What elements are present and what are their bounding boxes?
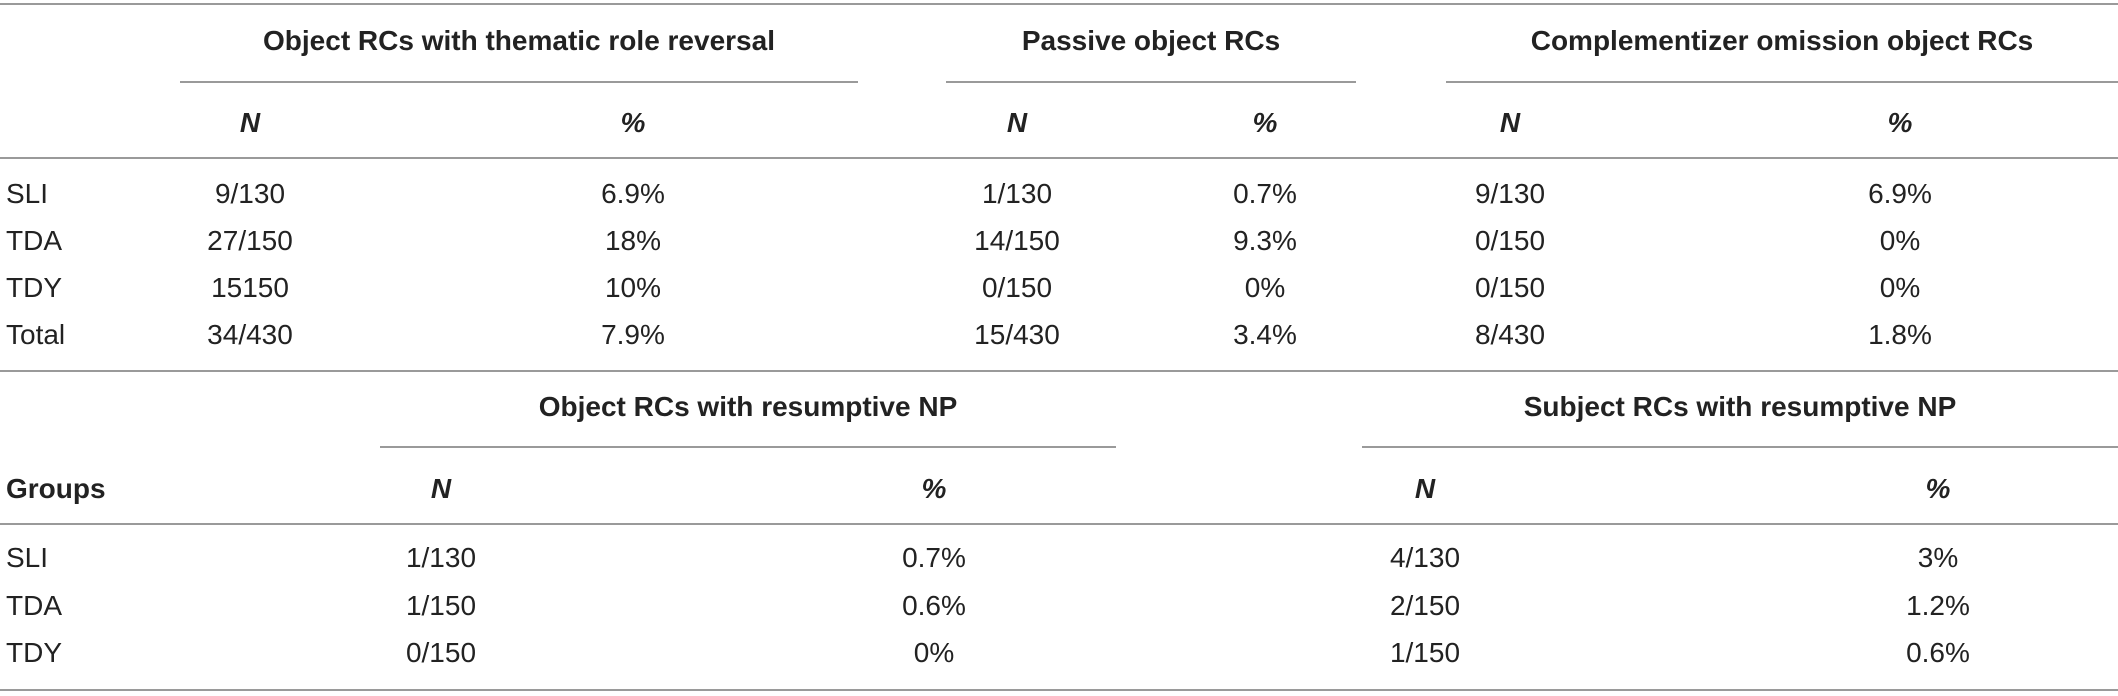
row-label: TDA	[6, 590, 62, 621]
table-cell: 9/130	[1474, 178, 1546, 209]
table-2-header-rule	[0, 523, 2118, 525]
col-header-n: N	[239, 107, 261, 138]
table-cell: 9/130	[214, 178, 286, 209]
table-cell: 0%	[1244, 272, 1286, 303]
row-label: Total	[6, 319, 66, 350]
table-cell: 0/150	[1474, 272, 1546, 303]
row-label: SLI	[6, 542, 49, 573]
table-cell: 2/150	[1389, 590, 1461, 621]
table-cell: 6.9%	[1868, 178, 1932, 209]
table-cell: 1/130	[981, 178, 1053, 209]
table-cell: 27/150	[207, 225, 293, 256]
col-header-pct: %	[1925, 473, 1951, 504]
table-cell: 0/150	[405, 637, 477, 668]
table-cell: 0%	[913, 637, 955, 668]
table-cell: 18%	[604, 225, 662, 256]
table-cell: 0%	[1879, 225, 1921, 256]
table-cell: 0.6%	[902, 590, 966, 621]
table-cell: 10%	[604, 272, 662, 303]
group-underline-2	[946, 81, 1356, 83]
table-cell: 15/430	[974, 319, 1060, 350]
table-cell: 0.7%	[902, 542, 966, 573]
table-cell: 3%	[1917, 542, 1959, 573]
table-cell: 3.4%	[1233, 319, 1297, 350]
table-cell: 0/150	[1474, 225, 1546, 256]
row-label: SLI	[6, 178, 49, 209]
table-cell: 0.7%	[1233, 178, 1297, 209]
col-header-pct: %	[620, 107, 646, 138]
table-1-header-rule	[0, 157, 2118, 159]
row-label: TDY	[6, 272, 62, 303]
col-header-n: N	[1006, 107, 1028, 138]
group-underline-3	[1446, 81, 2118, 83]
table-cell: 7.9%	[601, 319, 665, 350]
col-header-n: N	[430, 473, 452, 504]
group-header-thematic-role-reversal: Object RCs with thematic role reversal	[263, 25, 775, 56]
table-cell: 1/150	[405, 590, 477, 621]
table-cell: 34/430	[207, 319, 293, 350]
col-header-pct: %	[1252, 107, 1278, 138]
table-1-bottom-rule	[0, 370, 2118, 372]
table-cell: 4/130	[1389, 542, 1461, 573]
table-cell: 0/150	[981, 272, 1053, 303]
table-cell: 1.2%	[1906, 590, 1970, 621]
table-cell: 15150	[211, 272, 289, 303]
group-underline-1	[180, 81, 858, 83]
table-cell: 6.9%	[601, 178, 665, 209]
table-cell: 0%	[1879, 272, 1921, 303]
table-2-bottom-rule	[0, 689, 2118, 691]
group-underline-subject	[1362, 446, 2118, 448]
table-cell: 1/130	[405, 542, 477, 573]
table-cell: 0.6%	[1906, 637, 1970, 668]
group-header-complementizer-omission: Complementizer omission object RCs	[1530, 25, 2034, 56]
col-header-pct: %	[921, 473, 947, 504]
group-header-passive-object: Passive object RCs	[1021, 25, 1281, 56]
row-label: TDY	[6, 637, 62, 668]
table-cell: 1/150	[1389, 637, 1461, 668]
table-cell: 8/430	[1474, 319, 1546, 350]
table-cell: 1.8%	[1868, 319, 1932, 350]
col-header-pct: %	[1887, 107, 1913, 138]
table-1-top-rule	[0, 3, 2118, 5]
row-header-groups: Groups	[6, 473, 106, 504]
col-header-n: N	[1499, 107, 1521, 138]
table-cell: 9.3%	[1233, 225, 1297, 256]
col-header-n: N	[1414, 473, 1436, 504]
table-cell: 14/150	[974, 225, 1060, 256]
group-underline-object	[380, 446, 1116, 448]
group-header-object-resumptive: Object RCs with resumptive NP	[538, 391, 958, 422]
row-label: TDA	[6, 225, 62, 256]
group-header-subject-resumptive: Subject RCs with resumptive NP	[1523, 391, 1957, 422]
